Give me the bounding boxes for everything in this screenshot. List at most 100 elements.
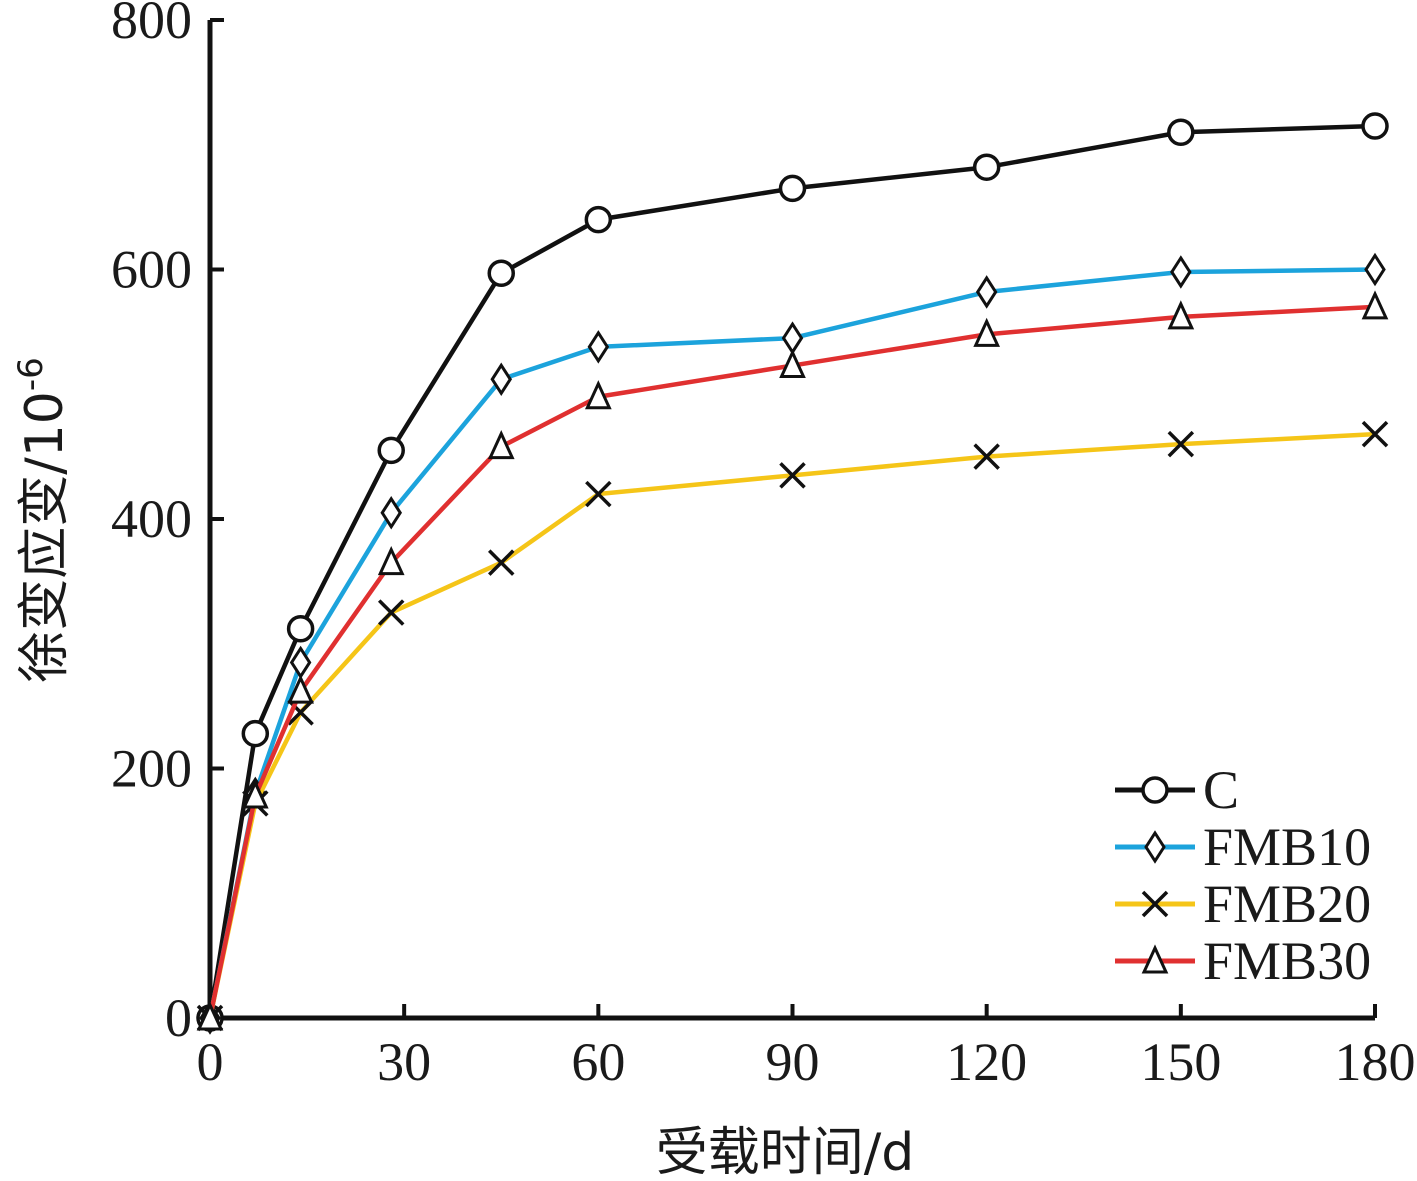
- marker-x-stroke: [287, 699, 314, 726]
- marker-circle: [1141, 776, 1169, 804]
- x-tick-label: 0: [197, 1032, 224, 1092]
- marker-diamond: [1170, 255, 1192, 289]
- marker-circle: [1167, 118, 1195, 147]
- marker-x-stroke: [1141, 890, 1169, 918]
- data-point: [1361, 112, 1389, 140]
- marker-triangle: [287, 674, 314, 704]
- marker-triangle: [1361, 290, 1389, 320]
- x-axis-title: 受载时间/d: [656, 1123, 915, 1181]
- marker-x: [377, 599, 405, 626]
- data-point: [972, 153, 1001, 181]
- marker-x: [488, 549, 515, 576]
- series-FMB20: [196, 420, 1389, 1032]
- data-point: [287, 674, 314, 704]
- data-point: [380, 495, 403, 530]
- legend-label: C: [1203, 760, 1239, 820]
- marker-triangle: [1167, 300, 1195, 330]
- marker-diamond: [1144, 830, 1166, 864]
- data-point: [585, 480, 612, 508]
- marker-x-stroke: [488, 549, 515, 576]
- y-tick-label: 400: [111, 489, 192, 549]
- legend-label: FMB30: [1203, 931, 1371, 991]
- x-tick-label: 90: [766, 1032, 820, 1092]
- marker-circle: [377, 436, 405, 465]
- marker-triangle: [1141, 944, 1169, 974]
- marker-x-stroke: [377, 599, 405, 626]
- data-point: [779, 462, 806, 489]
- series-line-FMB30: [207, 304, 1378, 1021]
- data-point: [196, 1001, 224, 1031]
- marker-x: [585, 480, 612, 508]
- x-tick-label: 60: [571, 1032, 625, 1092]
- marker-triangle: [196, 1001, 224, 1031]
- y-axis-title-main: 徐变应变/10: [15, 391, 75, 683]
- marker-circle: [1361, 112, 1389, 140]
- legend-item-FMB20: FMB20: [1115, 874, 1371, 934]
- data-point: [488, 549, 515, 576]
- data-point: [973, 443, 1000, 470]
- marker-circle: [286, 615, 315, 643]
- legend-label: FMB10: [1203, 817, 1371, 877]
- data-point: [286, 615, 315, 643]
- legend-label: FMB20: [1203, 874, 1371, 934]
- data-point: [975, 275, 998, 309]
- data-point: [1364, 252, 1386, 287]
- legend-item-FMB30: FMB30: [1115, 931, 1371, 991]
- data-point: [241, 779, 269, 809]
- marker-triangle: [487, 430, 515, 460]
- data-point: [779, 348, 806, 379]
- data-point: [1361, 420, 1389, 448]
- marker-x-stroke: [585, 480, 612, 508]
- data-point: [1170, 255, 1192, 289]
- marker-circle: [972, 153, 1001, 181]
- series-line-C: [207, 123, 1378, 1021]
- marker-x-stroke: [1361, 420, 1389, 448]
- data-point: [587, 330, 610, 364]
- data-point: [1167, 430, 1195, 458]
- y-tick-label: 800: [111, 0, 192, 50]
- marker-circle: [487, 259, 515, 287]
- y-tick-label: 200: [111, 739, 192, 799]
- x-tick-label: 150: [1140, 1032, 1221, 1092]
- x-tick-label: 120: [946, 1032, 1027, 1092]
- marker-x: [779, 462, 806, 489]
- marker-circle: [241, 719, 270, 748]
- data-point: [377, 546, 405, 576]
- marker-circle: [778, 174, 807, 203]
- data-point: [377, 436, 405, 465]
- legend-item-C: C: [1115, 760, 1239, 820]
- marker-x-stroke: [1167, 430, 1195, 458]
- series-line-FMB10: [207, 267, 1378, 1021]
- data-point: [778, 174, 807, 203]
- series-C: [196, 112, 1389, 1032]
- data-point: [1361, 290, 1389, 320]
- data-point: [487, 430, 515, 460]
- y-tick-label: 0: [165, 988, 192, 1048]
- data-point: [487, 259, 515, 287]
- marker-diamond: [781, 321, 804, 355]
- data-point: [973, 317, 1001, 347]
- marker-diamond: [490, 362, 513, 397]
- data-point: [241, 719, 270, 748]
- marker-triangle: [779, 348, 806, 379]
- series-line-FMB20: [207, 431, 1378, 1021]
- y-axis-title: 徐变应变/10-6: [11, 357, 75, 683]
- legend-item-FMB10: FMB10: [1115, 817, 1371, 877]
- marker-diamond: [975, 275, 998, 309]
- x-tick-label: 30: [377, 1032, 431, 1092]
- data-point: [377, 599, 405, 626]
- data-point: [1167, 118, 1195, 147]
- series-FMB30: [196, 290, 1389, 1031]
- marker-triangle: [973, 317, 1001, 347]
- marker-diamond: [380, 495, 403, 530]
- marker-circle: [584, 205, 613, 234]
- marker-x: [1167, 430, 1195, 458]
- y-axis-title-exponent: -6: [11, 357, 51, 391]
- marker-x: [973, 443, 1000, 470]
- data-point: [490, 362, 513, 397]
- marker-x: [1361, 420, 1389, 448]
- marker-diamond: [1364, 252, 1386, 287]
- marker-x-stroke: [779, 462, 806, 489]
